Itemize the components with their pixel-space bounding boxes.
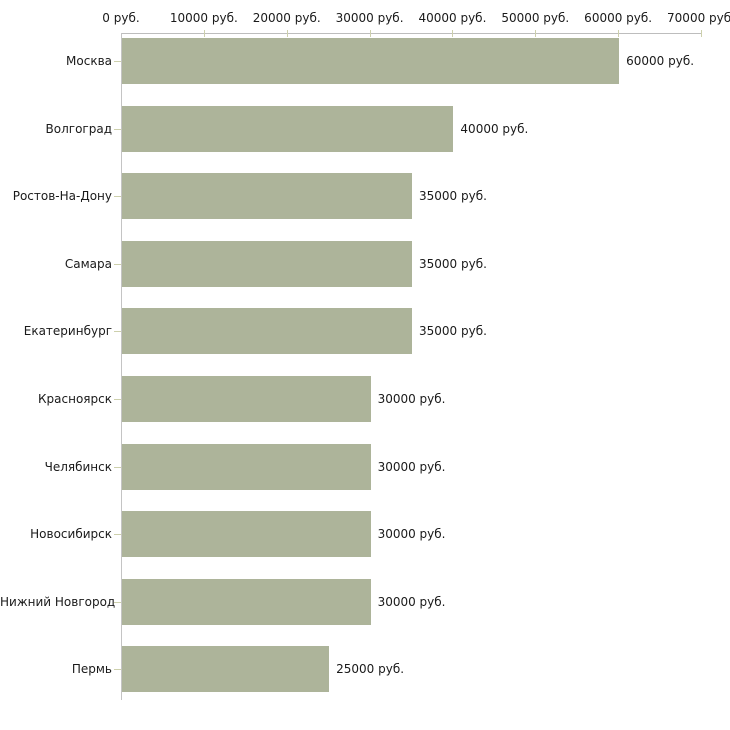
x-axis-tick-label: 70000 руб. (667, 11, 730, 25)
bar (122, 646, 330, 693)
bar-value-label: 30000 руб. (377, 459, 446, 474)
x-axis-tick-mark (286, 30, 288, 37)
x-axis-tick-label: 20000 руб. (252, 11, 321, 25)
bar-value-label: 35000 руб. (419, 256, 487, 271)
x-axis-tick-label: 60000 руб. (584, 11, 653, 25)
bar-value-label: 30000 руб. (377, 527, 446, 542)
category-tick-mark (114, 128, 121, 130)
x-axis-tick-label: 30000 руб. (335, 11, 404, 25)
x-axis-tick-mark (701, 30, 702, 37)
x-axis-tick-label: 50000 руб. (501, 11, 570, 25)
x-axis-line (121, 33, 702, 34)
bar-value-label: 30000 руб. (377, 594, 446, 609)
x-axis-tick-label: 40000 руб. (418, 11, 487, 25)
bar-value-label: 35000 руб. (419, 324, 487, 339)
bar (122, 578, 371, 625)
category-tick-mark (114, 196, 121, 198)
category-label: Ростов-На-Дону (12, 189, 112, 204)
category-tick-mark (114, 534, 121, 536)
category-label: Нижний Новгород (0, 594, 116, 609)
category-tick-mark (114, 669, 121, 671)
bar-value-label: 35000 руб. (419, 189, 487, 204)
x-axis-tick-mark (369, 30, 371, 37)
category-label: Челябинск (44, 459, 112, 474)
x-axis-tick-label: 10000 руб. (169, 11, 238, 25)
category-tick-mark (114, 263, 121, 265)
bar (122, 105, 454, 152)
category-tick-mark (114, 466, 121, 468)
category-label: Пермь (71, 662, 112, 677)
category-tick-mark (114, 61, 121, 62)
bar (122, 173, 412, 220)
category-label: Екатеринбург (23, 324, 112, 339)
y-axis-line (121, 33, 122, 700)
category-label: Красноярск (38, 392, 112, 406)
x-axis-tick-mark (535, 30, 537, 37)
x-axis-tick-label: 0 руб. (102, 11, 140, 25)
category-label: Москва (66, 54, 112, 68)
category-label: Волгоград (45, 121, 112, 136)
category-tick-mark (114, 399, 121, 400)
bar (122, 511, 371, 558)
x-axis-tick-mark (452, 30, 454, 37)
bar-value-label: 25000 руб. (336, 662, 405, 677)
category-tick-mark (114, 331, 121, 333)
x-axis-tick-mark (203, 30, 205, 37)
bar-value-label: 60000 руб. (626, 54, 695, 68)
bar (122, 443, 371, 490)
bar (122, 376, 371, 422)
bar (122, 38, 620, 84)
x-axis-tick-mark (618, 30, 620, 37)
category-tick-mark (114, 601, 121, 603)
bar (122, 308, 412, 355)
category-label: Самара (64, 256, 112, 271)
category-label: Новосибирск (30, 527, 112, 542)
bar-value-label: 30000 руб. (377, 392, 446, 406)
bar-value-label: 40000 руб. (460, 121, 529, 136)
bar (122, 240, 412, 287)
